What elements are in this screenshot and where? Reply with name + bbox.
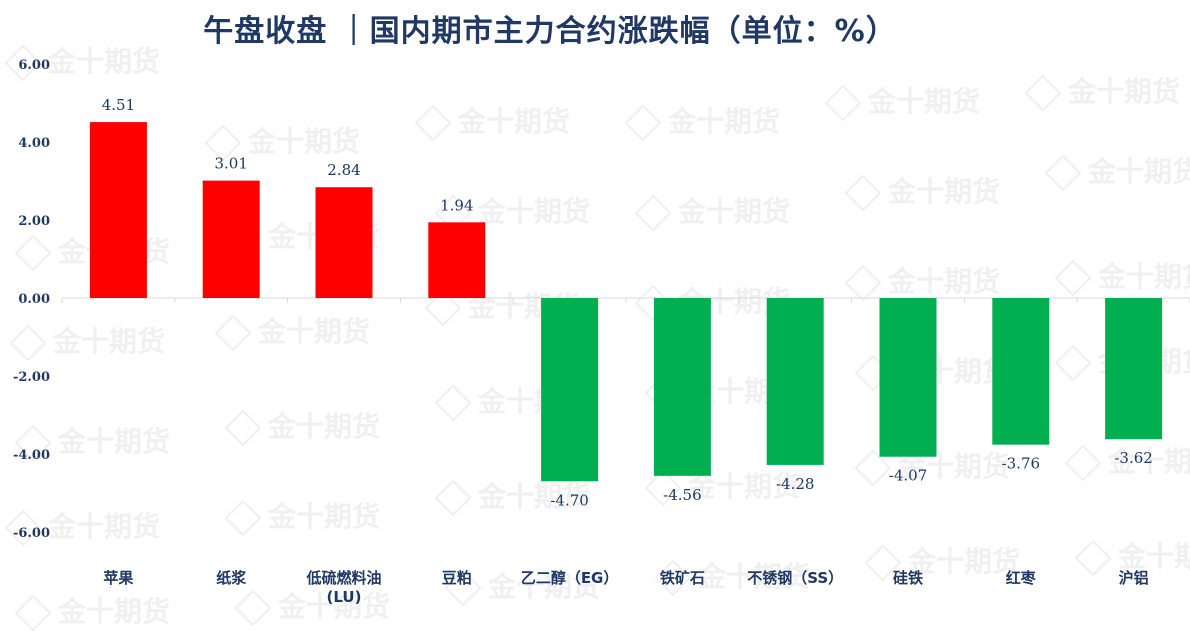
chart-title: 午盘收盘 ｜国内期市主力合约涨跌幅（单位：%）	[203, 14, 897, 49]
category-label: 豆粕	[442, 569, 472, 587]
bar-chart: 6.00 4.00 2.00 0.00 -2.00 -4.00 -6.00 4.51 3.01…	[13, 58, 1190, 606]
y-tick-label: 2.00	[18, 214, 50, 229]
value-labels: 4.51 3.01 2.84 1.94 -4.70 -4.56 -4.28 -4.07 -3.7…	[102, 96, 1153, 509]
bar	[653, 298, 711, 476]
category-labels: 苹果 纸浆 低硫燃料油(LU) 豆粕 乙二醇（EG） 铁矿石 不锈钢（SS） 硅铁 红枣 沪铝	[103, 569, 1148, 606]
y-tick-label: -6.00	[13, 526, 50, 541]
category-label: 硅铁	[893, 569, 923, 587]
bars	[89, 122, 1163, 482]
value-label: 1.94	[440, 196, 473, 214]
value-label: 3.01	[214, 155, 247, 173]
category-label: 乙二醇（EG）	[521, 569, 619, 587]
value-label: 4.51	[102, 96, 135, 114]
category-label: 红枣	[1006, 569, 1037, 587]
category-label: 低硫燃料油(LU)	[305, 569, 381, 606]
bar	[992, 298, 1050, 445]
value-label: -4.28	[776, 475, 814, 493]
category-label: 铁矿石	[660, 569, 705, 587]
y-tick-label: 4.00	[18, 136, 50, 151]
bar	[1105, 298, 1163, 440]
bar	[879, 298, 937, 457]
bar	[541, 298, 599, 482]
bar	[428, 222, 486, 298]
y-tick-label: -2.00	[13, 370, 50, 385]
bar	[766, 298, 824, 465]
category-label: 不锈钢（SS）	[747, 569, 843, 587]
value-label: -4.70	[550, 491, 588, 509]
bar	[202, 180, 260, 298]
y-tick-label: 6.00	[18, 58, 50, 73]
value-label: -4.07	[889, 467, 927, 485]
bar	[89, 122, 147, 298]
y-tick-label: -4.00	[13, 448, 50, 463]
value-label: -4.56	[663, 486, 701, 504]
y-tick-label: 0.00	[18, 292, 50, 307]
value-label: -3.76	[1002, 455, 1040, 473]
bar	[315, 187, 373, 298]
value-label: 2.84	[327, 161, 360, 179]
value-label: -3.62	[1114, 449, 1152, 467]
category-label: 沪铝	[1119, 569, 1149, 587]
category-label: 纸浆	[216, 569, 247, 587]
category-label: 苹果	[103, 569, 134, 587]
